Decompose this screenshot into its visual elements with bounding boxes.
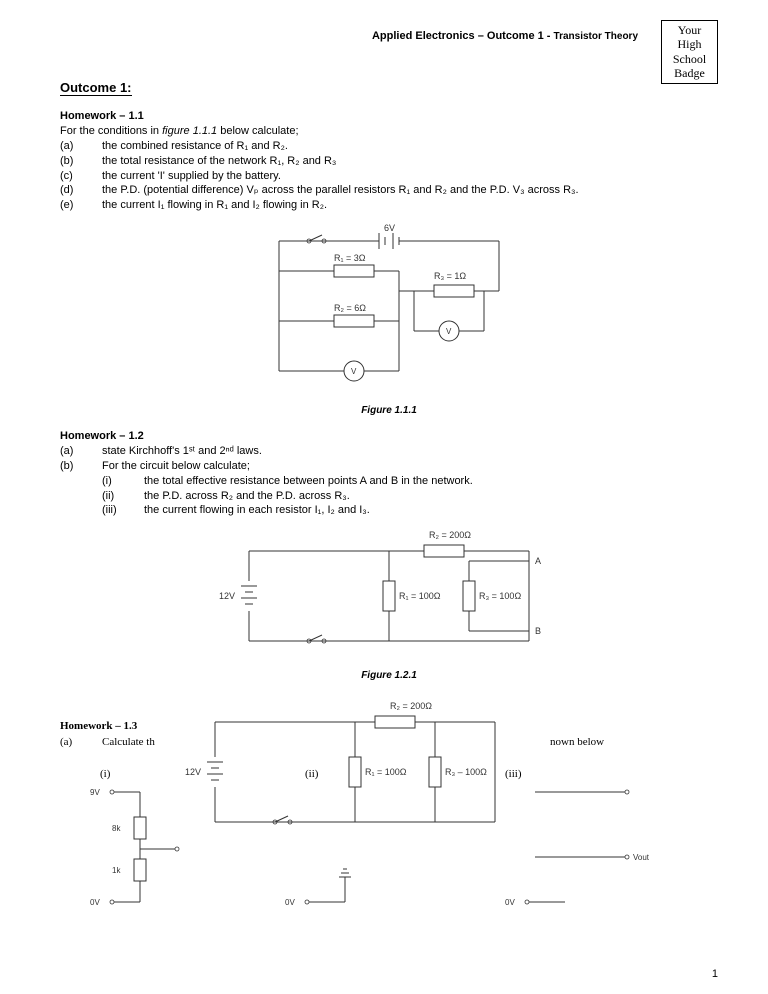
outcome-heading: Outcome 1: xyxy=(60,80,132,96)
fig13-left-bot: 0V xyxy=(90,898,100,907)
hw13-ii-label: (ii) xyxy=(305,768,319,780)
fig111-r2: R₂ = 6Ω xyxy=(334,303,366,313)
course-sub: Transistor Theory xyxy=(554,31,638,42)
hw11-intro-post: below calculate; xyxy=(217,125,298,137)
fig13-vout: Vout xyxy=(633,853,650,862)
hw11-intro-fig: figure 1.1.1 xyxy=(162,125,217,137)
fig13-left-r1: 8k xyxy=(112,824,121,833)
badge-box: Your High School Badge xyxy=(661,20,718,84)
hw11-title: Homework – 1.1 xyxy=(60,110,718,122)
hw11-d: (d)the P.D. (potential difference) Vₚ ac… xyxy=(60,183,718,198)
page-number: 1 xyxy=(712,968,718,980)
hw11-e: (e)the current I₁ flowing in R₁ and I₂ f… xyxy=(60,198,718,213)
fig111-r1: R₁ = 3Ω xyxy=(334,253,366,263)
hw12-iii: (iii)the current flowing in each resisto… xyxy=(60,503,718,518)
hw13-title: Homework – 1.3 xyxy=(60,720,138,732)
hw11-c: (c)the current 'I' supplied by the batte… xyxy=(60,169,718,184)
course-title: Applied Electronics – Outcome 1 - Transi… xyxy=(372,30,638,42)
fig111-v2: V xyxy=(351,367,357,376)
badge-l2: High xyxy=(662,37,717,51)
fig121-caption: Figure 1.2.1 xyxy=(60,670,718,681)
fig121-r2: R₂ = 200Ω xyxy=(429,530,471,540)
hw12-a: (a)state Kirchhoff's 1ˢᵗ and 2ⁿᵈ laws. xyxy=(60,444,718,459)
fig13-r1: R₁ = 100Ω xyxy=(365,767,407,777)
hw12-title: Homework – 1.2 xyxy=(60,430,718,442)
fig121-r3: R₃ = 100Ω xyxy=(479,591,521,601)
hw13-a-post: nown below xyxy=(550,736,604,748)
fig13-left-top: 9V xyxy=(90,788,100,797)
badge-l1: Your xyxy=(662,23,717,37)
hw11-intro: For the conditions in figure 1.1.1 below… xyxy=(60,124,718,139)
fig121-battery: 12V xyxy=(219,591,235,601)
fig111-caption: Figure 1.1.1 xyxy=(60,405,718,416)
badge-l4: Badge xyxy=(662,66,717,80)
hw12-i: (i)the total effective resistance betwee… xyxy=(60,474,718,489)
hw12-ii: (ii)the P.D. across R₂ and the P.D. acro… xyxy=(60,489,718,504)
fig13-r2: R₂ = 200Ω xyxy=(390,701,432,711)
fig121-r1: R₁ = 100Ω xyxy=(399,591,441,601)
figure-1-1-1: 6V R₁ = 3Ω R₃ = 1Ω R₂ = 6Ω V xyxy=(239,221,539,401)
fig13-left-r2: 1k xyxy=(112,866,121,875)
hw11-intro-pre: For the conditions in xyxy=(60,125,162,137)
fig111-v1: V xyxy=(446,327,452,336)
hw11-b: (b)the total resistance of the network R… xyxy=(60,154,718,169)
hw13-iii-label: (iii) xyxy=(505,768,522,780)
hw11-a: (a)the combined resistance of R₁ and R₂. xyxy=(60,139,718,154)
fig111-battery: 6V xyxy=(384,223,395,233)
fig111-r3: R₃ = 1Ω xyxy=(434,271,466,281)
hw13-a-pre: Calculate th xyxy=(102,736,155,748)
fig13-r3frag: R₃ – 100Ω xyxy=(445,767,487,777)
fig121-nodeB: B xyxy=(535,626,541,636)
header: Applied Electronics – Outcome 1 - Transi… xyxy=(60,20,718,80)
badge-l3: School xyxy=(662,52,717,66)
fig121-nodeA: A xyxy=(535,556,541,566)
fig13-right-bot: 0V xyxy=(505,898,515,907)
page: Applied Electronics – Outcome 1 - Transi… xyxy=(0,0,768,994)
hw13-i-label: (i) xyxy=(100,768,111,780)
hw12-b: (b)For the circuit below calculate; xyxy=(60,459,718,474)
figure-1-3-overlay: R₂ = 200Ω Homework – 1.3 (a) Calculate t… xyxy=(60,697,700,917)
fig13-mid-bot: 0V xyxy=(285,898,295,907)
figure-1-2-1: R₂ = 200Ω 12V R₁ = 100Ω R₃ = 100Ω A B xyxy=(209,526,569,666)
course-line: Applied Electronics – Outcome 1 - xyxy=(372,30,551,42)
fig13-battery: 12V xyxy=(185,767,201,777)
hw13-a-label: (a) xyxy=(60,736,73,748)
